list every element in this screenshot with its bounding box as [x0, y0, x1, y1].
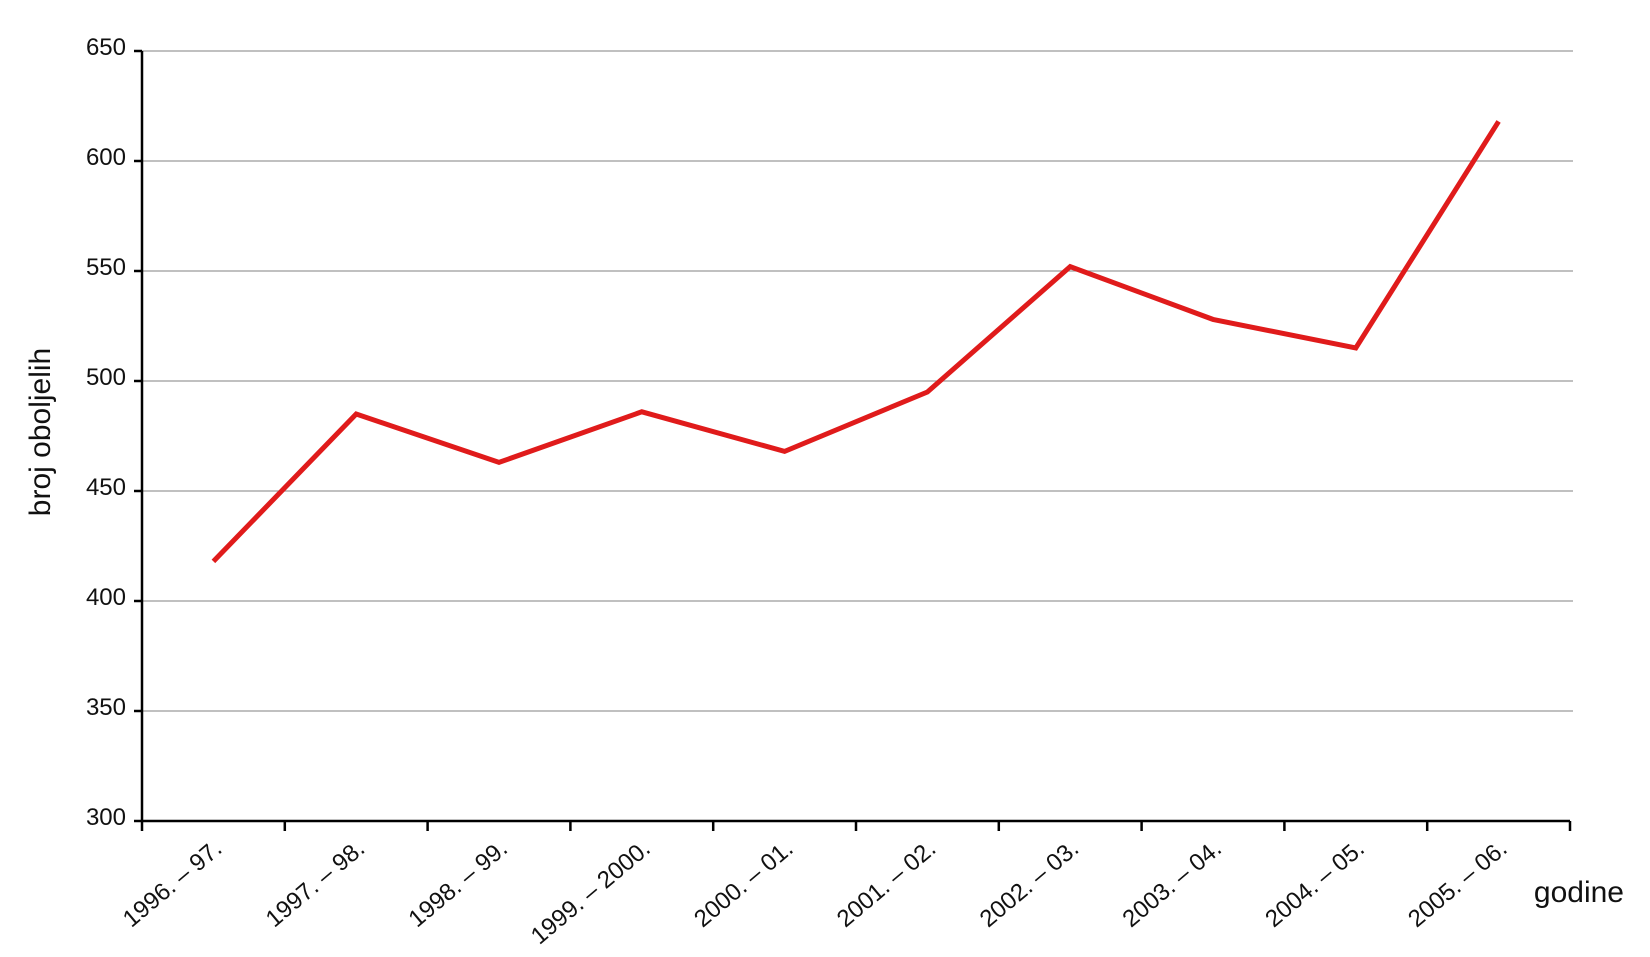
y-tick-label: 400: [86, 584, 126, 611]
y-axis-label: broj oboljelih: [24, 348, 57, 516]
x-tick-label: 2003. – 04.: [1117, 835, 1226, 933]
x-tick-label: 2002. – 03.: [975, 835, 1084, 933]
x-tick-label: 2000. – 01.: [689, 835, 798, 933]
y-tick-label: 450: [86, 474, 126, 501]
y-tick-label: 550: [86, 254, 126, 281]
y-tick-label: 300: [86, 804, 126, 831]
y-tick-label: 600: [86, 144, 126, 171]
y-tick-label: 650: [86, 34, 126, 61]
x-axis-label: godine: [1534, 876, 1624, 909]
x-tick-label: 2005. – 06.: [1403, 835, 1512, 933]
x-tick-label: 1999. – 2000.: [526, 835, 656, 950]
y-tick-label: 500: [86, 364, 126, 391]
x-tick-label: 2004. – 05.: [1260, 835, 1369, 933]
x-tick-label: 2001. – 02.: [832, 835, 941, 933]
x-tick-label: 1998. – 99.: [403, 835, 512, 933]
data-line: [211, 120, 1501, 564]
x-tick-label: 1997. – 98.: [261, 835, 370, 933]
x-tick-label: 1996. – 97.: [118, 835, 227, 933]
y-tick-label: 350: [86, 694, 126, 721]
